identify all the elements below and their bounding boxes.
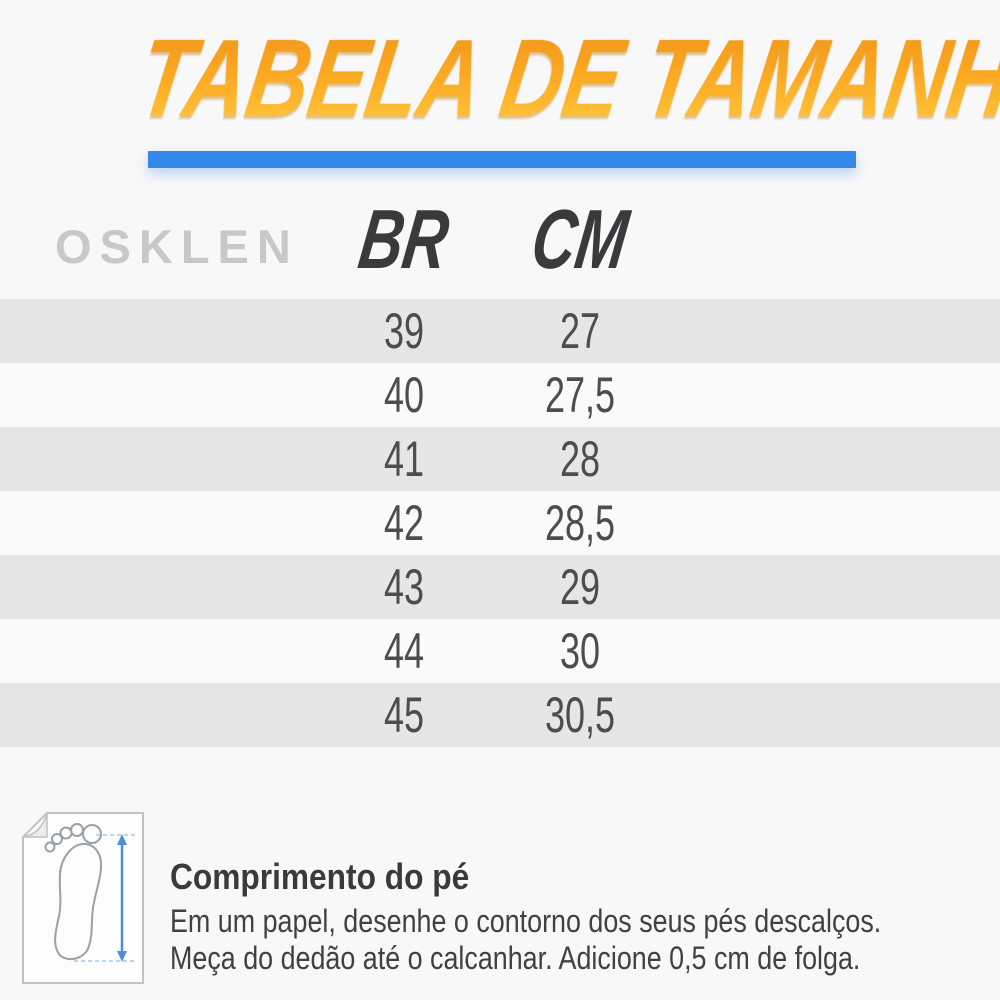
cm-value: 28: [559, 431, 601, 487]
cm-value: 29: [559, 559, 601, 615]
cm-value: 30,5: [544, 687, 616, 743]
table-row: 39 27: [0, 299, 1000, 363]
br-value: 42: [383, 495, 425, 551]
page-title: TABELA DE TAMANHOS: [131, 17, 1000, 140]
title-underline: [148, 151, 856, 168]
table-row: 45 30,5: [0, 683, 1000, 747]
page-title-wrap: TABELA DE TAMANHOS: [0, 17, 1000, 140]
br-value: 43: [383, 559, 425, 615]
cm-value: 27: [559, 303, 601, 359]
footer-instructions: Em um papel, desenhe o contorno dos seus…: [170, 903, 881, 977]
table-row: 41 28: [0, 427, 1000, 491]
footer-line-1: Em um papel, desenhe o contorno dos seus…: [170, 903, 882, 939]
cm-value: 28,5: [544, 495, 616, 551]
cm-value: 27,5: [544, 367, 616, 423]
table-row: 43 29: [0, 555, 1000, 619]
brand-logo: OSKLEN: [55, 220, 299, 273]
table-row: 42 28,5: [0, 491, 1000, 555]
column-header-cm: CM: [526, 192, 634, 286]
column-header-br: BR: [353, 192, 455, 286]
foot-measure-icon: [22, 812, 144, 984]
cm-value: 30: [559, 623, 601, 679]
br-value: 45: [383, 687, 425, 743]
table-row: 40 27,5: [0, 363, 1000, 427]
size-table-rows: 39 27 40 27,5 41 28 42 28,5 43 29 44 30 45 30,5: [0, 299, 1000, 747]
footer-heading: Comprimento do pé: [170, 856, 470, 897]
br-value: 40: [383, 367, 425, 423]
br-value: 44: [383, 623, 425, 679]
br-value: 41: [383, 431, 425, 487]
footer-line-2: Meça do dedão até o calcanhar. Adicione …: [170, 940, 861, 976]
table-row: 44 30: [0, 619, 1000, 683]
br-value: 39: [383, 303, 425, 359]
